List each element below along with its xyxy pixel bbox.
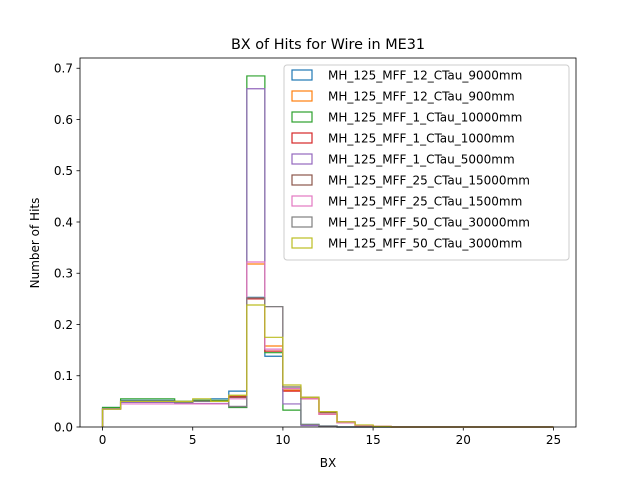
legend-swatch — [291, 111, 313, 123]
legend-label: MH_125_MFF_12_CTau_9000mm — [328, 69, 522, 83]
legend-label: MH_125_MFF_1_CTau_1000mm — [328, 132, 515, 146]
legend-box — [283, 64, 570, 261]
x-tick-label: 20 — [456, 433, 471, 447]
x-tick-label: 25 — [546, 433, 561, 447]
x-axis-label: BX — [320, 456, 336, 470]
y-tick-label: 0.3 — [54, 267, 73, 281]
legend-swatch — [291, 90, 313, 102]
legend-label: MH_125_MFF_12_CTau_900mm — [328, 90, 515, 104]
y-tick-label: 0.2 — [54, 318, 73, 332]
chart-title: BX of Hits for Wire in ME31 — [231, 37, 425, 53]
legend-label: MH_125_MFF_50_CTau_30000mm — [328, 216, 530, 230]
x-tick-label: 5 — [189, 433, 197, 447]
x-tick-label: 0 — [99, 433, 107, 447]
legend-swatch — [291, 132, 313, 144]
y-tick-label: 0.4 — [54, 215, 73, 229]
y-tick-label: 0.5 — [54, 164, 73, 178]
legend-label: MH_125_MFF_50_CTau_3000mm — [328, 237, 522, 251]
legend-swatch — [291, 216, 313, 228]
x-axis-ticks: 0 5 10 15 20 25 — [99, 427, 561, 447]
axes-frame — [79, 57, 577, 428]
legend: MH_125_MFF_12_CTau_9000mm MH_125_MFF_12_C… — [283, 64, 570, 261]
x-tick-label: 10 — [275, 433, 290, 447]
legend-swatch — [291, 69, 313, 81]
legend-swatch — [291, 153, 313, 165]
legend-swatch — [291, 195, 313, 207]
x-tick-label: 15 — [365, 433, 380, 447]
y-tick-label: 0.6 — [54, 113, 73, 127]
y-axis-label: Number of Hits — [28, 198, 42, 289]
legend-label: MH_125_MFF_1_CTau_10000mm — [328, 111, 522, 125]
y-axis-ticks: 0.0 0.1 0.2 0.3 0.4 0.5 0.6 0.7 — [54, 62, 80, 434]
y-tick-label: 0.1 — [54, 369, 73, 383]
legend-label: MH_125_MFF_25_CTau_1500mm — [328, 195, 522, 209]
legend-label: MH_125_MFF_25_CTau_15000mm — [328, 174, 530, 188]
legend-label: MH_125_MFF_1_CTau_5000mm — [328, 153, 515, 167]
legend-swatch — [291, 174, 313, 186]
y-tick-label: 0.0 — [54, 420, 73, 434]
legend-swatch — [291, 237, 313, 249]
y-tick-label: 0.7 — [54, 62, 73, 76]
